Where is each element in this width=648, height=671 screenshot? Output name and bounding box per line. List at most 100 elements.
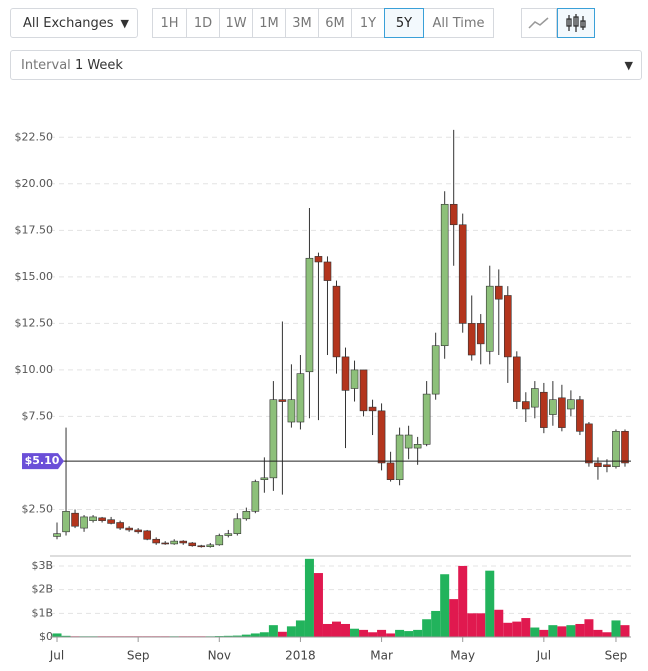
y-tick-label: $3B xyxy=(31,559,53,572)
range-button[interactable]: 1D xyxy=(186,8,220,38)
candle-body xyxy=(585,423,593,464)
volume-bar xyxy=(286,626,296,637)
candle-body xyxy=(558,397,566,428)
candle-body xyxy=(567,399,575,410)
candle-body xyxy=(278,399,287,402)
volume-bar xyxy=(530,627,540,637)
candle-body xyxy=(549,399,557,415)
candle-body xyxy=(323,261,332,281)
candle-body xyxy=(404,434,413,449)
volume-bar xyxy=(196,636,206,637)
volume-bar xyxy=(160,636,170,637)
volume-bar xyxy=(313,573,323,637)
candle-body xyxy=(440,203,449,347)
candle-body xyxy=(233,518,242,534)
candle-body xyxy=(503,295,512,358)
y-tick-label: $2.50 xyxy=(22,502,54,515)
range-button[interactable]: 6M xyxy=(318,8,352,38)
range-button[interactable]: 1W xyxy=(219,8,253,38)
candle-body xyxy=(368,406,377,412)
candle-body xyxy=(188,542,197,547)
line-chart-toggle[interactable] xyxy=(521,8,557,38)
interval-label: Interval xyxy=(21,57,71,73)
volume-bar xyxy=(268,625,278,637)
volume-bar xyxy=(467,613,477,637)
exchange-select[interactable]: All Exchanges ▼ xyxy=(10,8,138,38)
y-tick-label: $7.50 xyxy=(22,409,54,422)
volume-bar xyxy=(350,628,360,637)
volume-bar xyxy=(413,629,423,637)
volume-bar xyxy=(539,629,549,637)
range-button[interactable]: 1H xyxy=(152,8,187,38)
candle-body xyxy=(594,462,602,467)
candle-body xyxy=(71,512,79,527)
candle-body xyxy=(603,464,611,467)
caret: ▼ xyxy=(624,58,633,72)
candle-body xyxy=(215,535,224,546)
volume-bar xyxy=(133,636,143,637)
range-button[interactable]: 1Y xyxy=(351,8,385,38)
volume-bar xyxy=(79,636,89,637)
volume-bar xyxy=(368,632,378,637)
y-tick-label: $12.50 xyxy=(15,316,54,329)
volume-bar xyxy=(593,629,603,637)
candle-body xyxy=(377,410,386,464)
candle-body xyxy=(522,401,530,410)
volume-bar xyxy=(187,636,197,637)
candle-body xyxy=(296,373,305,423)
candle-body xyxy=(98,517,106,521)
candle-body xyxy=(80,516,88,529)
y-tick-label: $2B xyxy=(31,583,53,596)
candle-body xyxy=(359,369,368,412)
candle-body xyxy=(476,323,485,345)
x-tick-label: Sep xyxy=(605,649,628,663)
volume-bar xyxy=(277,631,287,637)
candle-body xyxy=(62,511,70,533)
volume-bar xyxy=(223,635,233,637)
volume-bar xyxy=(214,636,224,637)
volume-bar xyxy=(431,610,441,637)
volume-bar xyxy=(494,609,504,637)
range-button[interactable]: 3M xyxy=(285,8,319,38)
volume-bar xyxy=(232,635,242,637)
range-button[interactable]: 1M xyxy=(252,8,286,38)
candle-chart-toggle[interactable] xyxy=(557,8,595,38)
candle-body xyxy=(314,256,323,263)
candle-body xyxy=(107,519,115,524)
candle-body xyxy=(143,530,151,540)
volume-bar xyxy=(386,633,396,637)
volume-bar xyxy=(259,632,269,637)
volume-bar xyxy=(61,635,71,637)
x-tick-label: Mar xyxy=(370,649,393,663)
volume-bar xyxy=(521,618,531,637)
candle-body xyxy=(125,527,133,531)
volume-bar xyxy=(548,625,558,637)
volume-bar xyxy=(341,623,351,637)
volume-bar xyxy=(476,613,486,637)
candle-body xyxy=(612,431,620,467)
volume-bar xyxy=(97,636,107,637)
candle-body xyxy=(485,285,494,352)
volume-bar xyxy=(449,599,459,637)
candle-body xyxy=(422,393,431,445)
candle-body xyxy=(458,224,467,324)
volume-bar xyxy=(377,629,387,637)
volume-bar xyxy=(205,636,215,637)
interval-select[interactable]: Interval 1 Week ▼ xyxy=(10,50,642,80)
candle-body xyxy=(53,533,61,537)
volume-bar xyxy=(404,631,414,637)
volume-bar xyxy=(70,636,80,637)
range-button[interactable]: All Time xyxy=(423,8,494,38)
interval-value: 1 Week xyxy=(74,57,123,73)
candle-icon xyxy=(566,14,586,32)
volume-bar xyxy=(485,570,495,637)
candle-body xyxy=(350,369,359,389)
y-tick-label: $22.50 xyxy=(15,130,54,143)
candle-body xyxy=(449,203,458,226)
candle-body xyxy=(494,285,503,300)
volume-bar xyxy=(584,619,594,637)
candle-body xyxy=(540,391,548,428)
volume-bar xyxy=(241,634,251,637)
range-button[interactable]: 5Y xyxy=(384,8,424,38)
candle-body xyxy=(152,538,160,544)
